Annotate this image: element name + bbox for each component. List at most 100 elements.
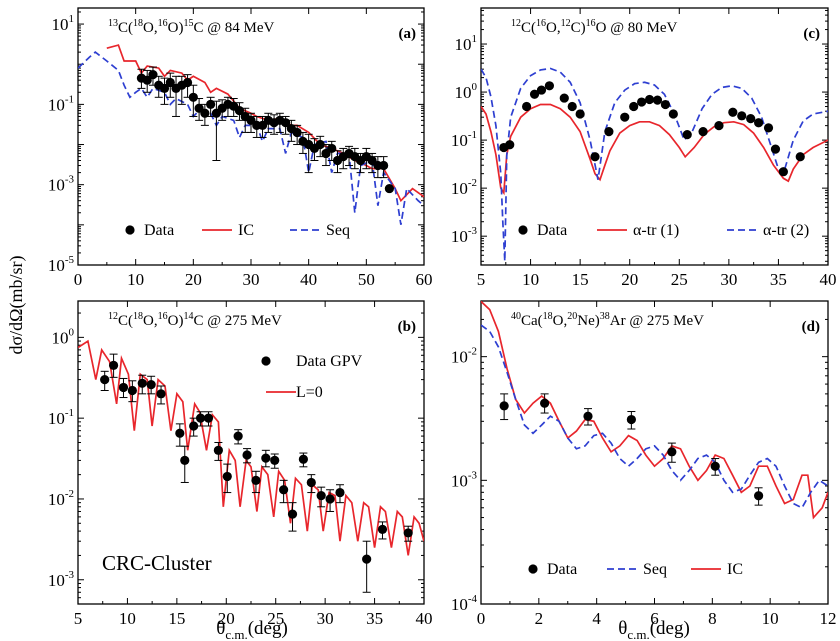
x-tick-label: 5	[74, 609, 83, 628]
legend-label: α-tr (2)	[763, 222, 809, 239]
panel-c: 5 10 15 20 25 30 35 40 101 100 10-1 10-2 10-3 12C(16O…	[451, 7, 837, 289]
data-point	[403, 528, 413, 538]
y-tick-label: 10-4	[451, 593, 478, 614]
data-point	[159, 83, 170, 93]
data-point	[728, 107, 738, 117]
legend-label: Data GPV	[296, 353, 363, 370]
legend: Data IC Seq	[125, 222, 350, 239]
legend-label: α-tr (1)	[633, 222, 679, 239]
legend-marker	[518, 225, 528, 235]
data-point	[660, 99, 671, 110]
x-tick-label: 50	[358, 270, 375, 289]
x-tick-label: 40	[416, 609, 433, 628]
panel-title: 13C(18O,16O)15C @ 84 MeV	[108, 18, 275, 36]
legend-label: L=0	[296, 384, 323, 401]
data-point	[536, 85, 547, 95]
data-point	[316, 491, 326, 501]
x-tick-label: 40	[300, 270, 317, 289]
legend-label: IC	[238, 222, 254, 239]
y-tick-label: 10-3	[451, 225, 478, 246]
x-tick-label: 8	[708, 609, 717, 628]
x-tick-label: 20	[621, 270, 638, 289]
curve-seq	[481, 324, 828, 509]
legend-label: Seq	[643, 561, 667, 578]
y-tick-label: 101	[52, 13, 75, 34]
data-point	[270, 455, 280, 466]
data-point	[379, 160, 389, 171]
data-point	[629, 101, 639, 112]
y-tick-label: 101	[455, 33, 478, 54]
curve--tr-2-	[481, 67, 828, 262]
data-point	[522, 101, 532, 112]
legend-label: Data	[547, 561, 577, 578]
y-tick-label: 10-5	[48, 254, 75, 275]
curve-ic	[481, 301, 828, 520]
legend: Data Seq IC	[528, 561, 743, 578]
legend-label: IC	[727, 561, 743, 578]
x-tick-label: 10	[119, 609, 136, 628]
data-point	[590, 152, 600, 162]
data-point	[287, 509, 298, 519]
y-tick-label: 10-1	[451, 129, 477, 150]
data-point	[100, 375, 110, 385]
x-tick-label: 10	[762, 609, 779, 628]
data-point	[180, 455, 190, 466]
panel-d: 0 2 4 6 8 10 12 10-2 10-3 10-4 40Ca(18O,20Ne)38Ar …	[451, 300, 837, 628]
legend-marker	[261, 356, 271, 366]
y-tick-label: 10-2	[451, 346, 477, 367]
legend-label: Data	[537, 222, 567, 239]
data-point	[203, 413, 214, 423]
x-tick-label: 2	[535, 609, 544, 628]
data-point	[778, 167, 788, 177]
data-point	[637, 97, 647, 107]
y-tick-label: 10-3	[48, 174, 75, 195]
data-point	[315, 139, 325, 150]
data-point	[108, 360, 119, 370]
data-point	[644, 94, 655, 105]
data-point	[604, 127, 614, 137]
y-tick-label: 10-3	[48, 569, 75, 590]
data-point	[306, 477, 316, 488]
data-point	[626, 414, 636, 425]
data-point	[142, 75, 152, 85]
data-point	[567, 101, 577, 112]
curve-seq	[78, 51, 424, 225]
legend-label: Seq	[326, 222, 350, 239]
panel-annotation: CRC-Cluster	[102, 551, 212, 575]
data-point	[189, 421, 199, 431]
legend: Data GPV L=0	[261, 353, 363, 401]
y-tick-label: 10-1	[48, 93, 74, 114]
data-point	[195, 413, 206, 423]
legend: Data α-tr (1) α-tr (2)	[518, 222, 809, 239]
x-tick-label: 20	[218, 609, 235, 628]
data-point	[499, 401, 509, 411]
y-tick-label: 10-2	[451, 177, 477, 198]
data-point	[182, 77, 193, 88]
data-point	[362, 554, 372, 564]
data-point	[213, 445, 223, 455]
plot-frame	[480, 300, 829, 605]
data-point	[384, 183, 394, 194]
x-tick-label: 10	[127, 270, 144, 289]
legend-label: Data	[144, 222, 174, 239]
data-point	[763, 123, 774, 133]
data-point	[770, 144, 781, 154]
data-point	[652, 95, 663, 105]
data-point	[233, 431, 243, 441]
data-point	[754, 491, 764, 501]
data-point	[746, 114, 756, 124]
x-tick-label: 12	[820, 609, 837, 628]
data-point	[754, 118, 764, 128]
y-tick-label: 100	[52, 326, 75, 347]
shared-y-axis-label: dσ/dΩ(mb/sr)	[6, 255, 27, 354]
data-point	[529, 89, 540, 99]
data-point	[620, 112, 630, 122]
panel-a: 0 10 20 30 40 50 60 101 10-1 10-3 10-5 13C(18O,16O)…	[48, 7, 433, 289]
x-axis-label-left: θc.m.(deg)	[216, 618, 288, 641]
y-tick-label: 10-3	[451, 469, 478, 490]
panel-title: 12C(16O,12C)16O @ 80 MeV	[511, 18, 678, 36]
data-point	[710, 461, 720, 471]
x-tick-label: 25	[267, 609, 284, 628]
legend-marker	[125, 225, 135, 235]
x-tick-label: 30	[720, 270, 737, 289]
